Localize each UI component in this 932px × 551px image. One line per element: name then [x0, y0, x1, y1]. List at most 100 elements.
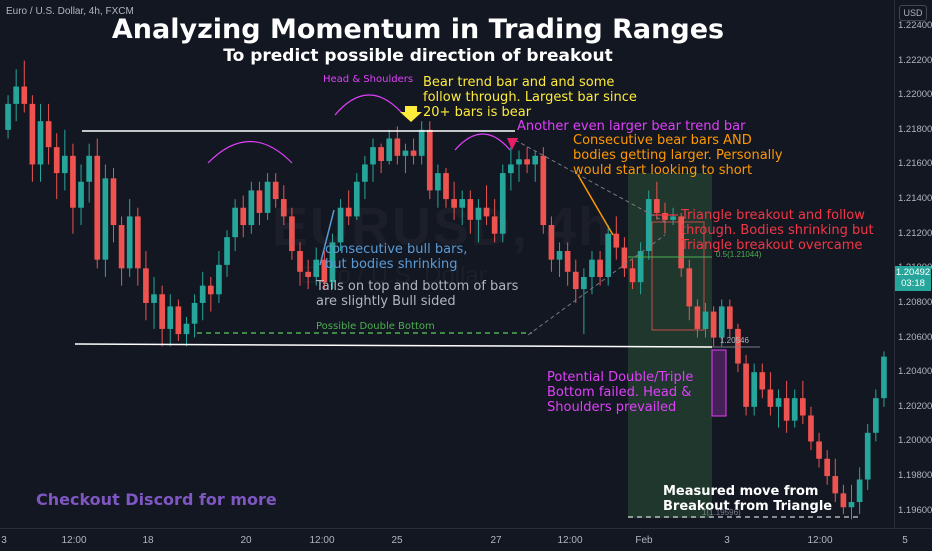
candle-body: [443, 173, 449, 200]
price-tick: 1.20600: [898, 331, 932, 343]
currency-badge[interactable]: USD: [899, 5, 927, 21]
triangle-lower-line: [527, 234, 666, 336]
candle-body: [280, 199, 287, 217]
current-price: 1.20492: [895, 267, 931, 278]
candle-body: [759, 372, 766, 390]
price-tick: 1.19600: [898, 504, 932, 516]
head-arc: [334, 94, 403, 116]
price-tick: 1.22400: [898, 19, 932, 31]
candle-body: [856, 479, 863, 503]
candle-body: [53, 147, 60, 174]
candle-body: [767, 389, 774, 407]
bear-trend-bar-note: Bear trend bar and and some follow throu…: [423, 75, 637, 120]
price-tick: 1.20400: [898, 366, 932, 378]
candle-body: [370, 147, 376, 165]
candle-body: [662, 212, 668, 220]
chart-title: Analyzing Momentum in Trading Ranges: [111, 14, 725, 45]
time-tick: 5: [902, 535, 908, 546]
left-shoulder-arc: [207, 141, 293, 164]
candle-body: [159, 294, 165, 329]
candle-body: [394, 138, 401, 156]
price-tick: 1.21800: [898, 123, 932, 135]
candle-body: [410, 150, 417, 156]
candle-body: [508, 164, 514, 174]
candle-body: [548, 225, 555, 260]
pink-arrow-icon: [507, 138, 518, 150]
candle-body: [321, 259, 328, 283]
candle-body: [199, 285, 206, 303]
candle-body: [718, 306, 725, 338]
candle-body: [102, 178, 109, 260]
candle-body: [783, 398, 790, 421]
candle-body: [167, 306, 174, 329]
candle-body: [824, 458, 831, 477]
triangle-box: [651, 221, 705, 331]
candle-body: [678, 216, 685, 269]
candle-body: [637, 251, 644, 283]
failed-bottom-note: Potential Double/Triple Bottom failed. H…: [547, 370, 694, 415]
candle-body: [491, 216, 498, 234]
symbol-label[interactable]: Euro / U.S. Dollar, 4h, FXCM: [6, 6, 134, 17]
candle-body: [694, 306, 701, 329]
candle-body: [378, 147, 384, 161]
candle-body: [86, 155, 92, 182]
candle-body: [589, 259, 595, 277]
candle-body: [264, 181, 271, 213]
candle-body: [532, 155, 539, 165]
candle-body: [791, 398, 798, 421]
price-tick: 1.19800: [898, 470, 932, 482]
range-bottom-line: [74, 343, 713, 348]
time-tick: 12:00: [61, 535, 87, 546]
measured-move-note: Measured move from Breakout from Triangl…: [663, 484, 833, 514]
price-tick: 1.20000: [898, 435, 932, 447]
right-shoulder-arc: [454, 133, 511, 151]
candle-body: [832, 476, 839, 494]
breakdown-box: [711, 349, 727, 417]
candle-body: [21, 86, 28, 104]
candle-body: [840, 493, 847, 508]
fib-zone: [628, 173, 712, 518]
time-tick: Feb: [635, 535, 653, 546]
yellow-arrow-icon: [400, 106, 422, 122]
candle-body: [613, 233, 620, 248]
watermark-symbol: EURUSD, 4h: [272, 197, 614, 257]
candle-body: [191, 302, 198, 324]
time-axis[interactable]: [0, 528, 932, 551]
discord-note[interactable]: Checkout Discord for more: [36, 490, 277, 509]
candle-body: [499, 173, 506, 234]
candle-body: [402, 150, 409, 156]
candle-body: [386, 138, 393, 161]
fib-half-label: 0.5(1.21044): [716, 250, 762, 259]
time-tick: 12:00: [309, 535, 335, 546]
candle-body: [134, 216, 141, 269]
candle-body: [297, 251, 303, 272]
candle-body: [459, 199, 466, 208]
orange-trend-line: [577, 174, 614, 236]
price-tick: 1.20800: [898, 296, 932, 308]
candle-body: [256, 190, 263, 213]
time-tick: 3: [1, 535, 7, 546]
candle-body: [605, 233, 612, 277]
candle-body: [540, 155, 547, 226]
candle-body: [629, 268, 636, 283]
candle-body: [143, 268, 149, 303]
candle-body: [483, 207, 490, 217]
head-shoulders-label: Head & Shoulders: [323, 74, 414, 85]
price-tick: 1.22200: [898, 54, 932, 66]
price-tick: 1.22000: [898, 89, 932, 101]
candle-body: [475, 207, 482, 220]
candle-body: [516, 159, 522, 165]
price-axis[interactable]: [894, 0, 932, 528]
candle-body: [353, 181, 360, 217]
blue-trend-line: [319, 209, 335, 266]
larger-bear-bar-note: Another even larger bear trend bar: [517, 119, 746, 134]
candle-body: [418, 129, 425, 156]
time-tick: 12:00: [807, 535, 833, 546]
candle-body: [70, 155, 76, 208]
candle-body: [175, 306, 182, 335]
candle-body: [654, 199, 660, 213]
candle-body: [710, 311, 717, 338]
candle-body: [305, 271, 311, 277]
candle-body: [686, 268, 693, 307]
candle-body: [670, 216, 676, 220]
